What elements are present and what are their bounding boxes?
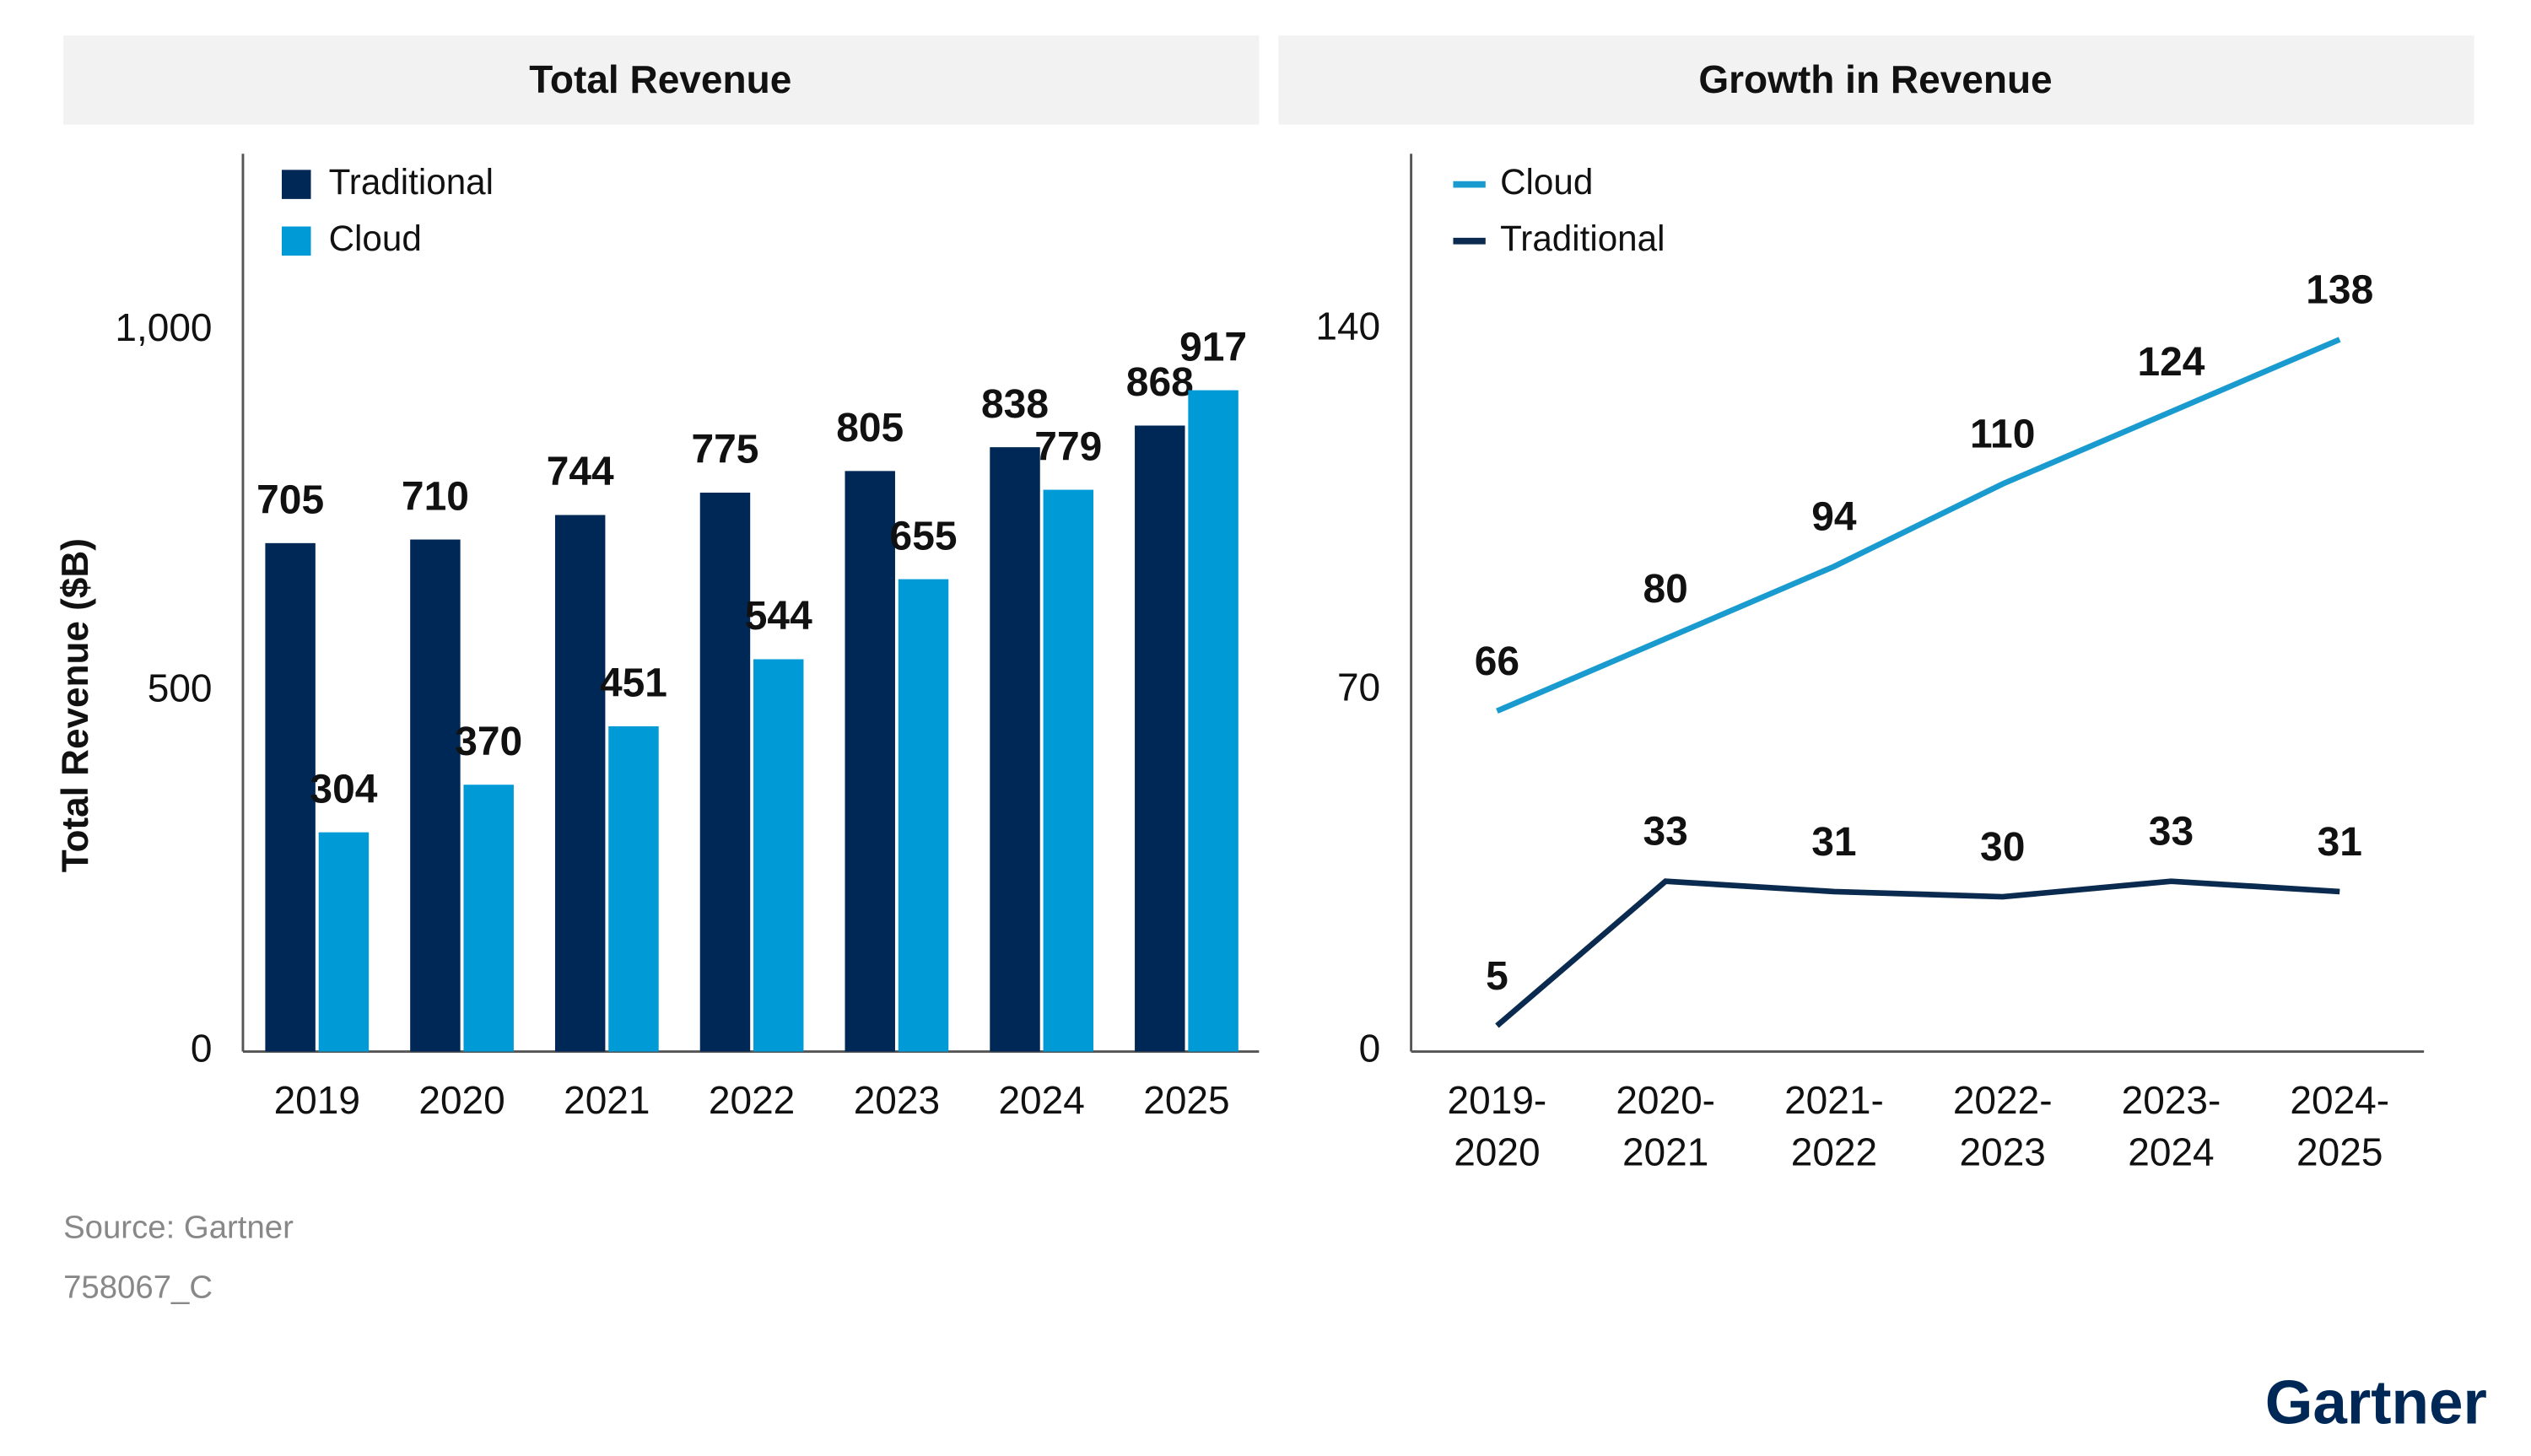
data-label: 868 [1126,360,1194,405]
bar [1135,425,1185,1052]
title-bar [1278,35,2474,125]
line [1496,337,2341,714]
bar [898,579,949,1052]
figure-id: 758067_C [63,1270,213,1306]
data-label: 705 [256,478,324,523]
x-tick-label: 2021-2022 [1784,1078,1884,1173]
data-label: 33 [2149,810,2194,855]
x-tick-label: 2020-2021 [1616,1078,1715,1173]
bar [463,785,514,1052]
legend-label: Cloud [1500,162,1593,202]
data-label: 30 [1980,825,2025,870]
bar [318,832,370,1052]
data-label: 779 [1034,424,1102,469]
bar [265,542,316,1052]
legend-label: Traditional [329,162,494,202]
x-tick-label: 2021 [564,1078,650,1122]
data-label: 544 [745,594,812,639]
y-tick-label: 500 [148,666,213,709]
data-label: 710 [402,474,469,519]
data-label: 304 [310,767,377,812]
bar [699,492,751,1052]
data-label: 80 [1643,567,1688,612]
x-tick-label: 2023 [854,1078,940,1122]
data-label: 370 [455,720,522,764]
data-label: 138 [2306,267,2373,312]
data-label: 124 [2137,340,2205,385]
x-tick-label: 2022 [709,1078,795,1122]
bar [990,447,1040,1052]
bar [753,659,804,1052]
logo: Gartner [2265,1369,2487,1437]
x-tick-label: 2024-2025 [2290,1078,2389,1173]
bar [1188,390,1239,1052]
legend-label: Traditional [1500,218,1665,258]
bar [410,539,461,1052]
bar [1043,489,1094,1052]
legend-label: Cloud [329,218,422,258]
chart-title: Total Revenue [529,57,791,101]
data-label: 838 [981,382,1049,427]
legend-swatch [281,226,311,256]
bar [554,515,606,1052]
data-label: 31 [2318,820,2362,865]
bar [845,471,895,1052]
y-tick-label: 1,000 [115,305,212,349]
data-label: 110 [1970,413,2035,457]
title-bar [63,35,1260,125]
data-label: 94 [1811,495,1857,540]
y-tick-label: 140 [1315,304,1380,348]
data-label: 744 [547,450,614,494]
data-label: 775 [691,428,758,472]
legend-swatch [281,170,311,199]
data-label: 33 [1643,810,1688,855]
y-axis-label: Total Revenue ($B) [55,538,96,872]
x-tick-label: 2022-2023 [1953,1078,2053,1173]
data-label: 5 [1486,954,1508,999]
x-tick-label: 2024 [998,1078,1084,1122]
data-label: 451 [600,661,667,706]
data-label: 917 [1179,325,1247,369]
x-tick-label: 2025 [1143,1078,1229,1122]
data-label: 805 [836,406,904,450]
chart-title: Growth in Revenue [1698,57,2052,101]
line [1495,878,2340,1028]
y-tick-label: 0 [191,1027,213,1070]
x-tick-label: 2019 [274,1078,360,1122]
y-tick-label: 0 [1359,1027,1381,1070]
source: Source: Gartner [63,1210,294,1246]
data-label: 66 [1475,639,1519,684]
x-tick-label: 2019-2020 [1448,1078,1547,1173]
x-tick-label: 2023-2024 [2122,1078,2221,1173]
bar [608,725,659,1052]
x-tick-label: 2020 [418,1078,505,1122]
y-tick-label: 70 [1337,666,1380,709]
data-label: 31 [1811,820,1856,865]
data-label: 655 [890,514,958,558]
